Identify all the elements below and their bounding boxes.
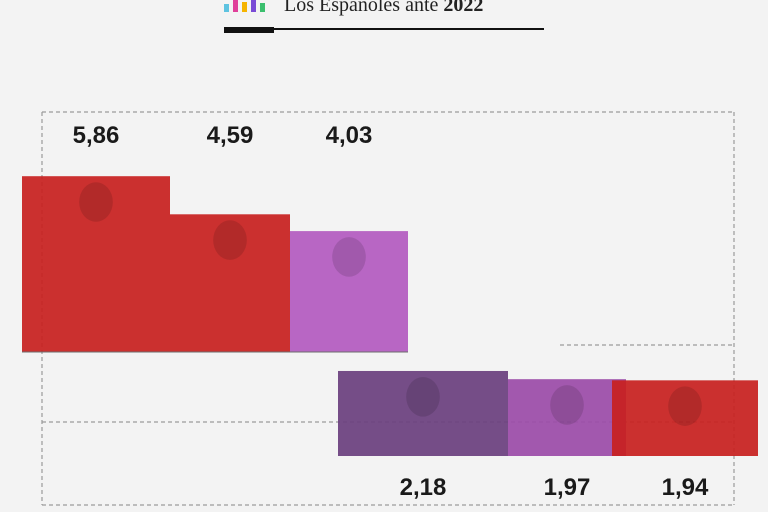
header-rule-thin bbox=[274, 28, 544, 30]
portrait-head-shape bbox=[550, 385, 584, 425]
logo-bar bbox=[224, 4, 229, 12]
value-label: 2,18 bbox=[400, 474, 447, 501]
brand-title: Los Españoles ante 2022 bbox=[284, 0, 483, 17]
brand-year: 2022 bbox=[443, 0, 484, 16]
value-label: 5,86 bbox=[73, 122, 120, 149]
page-header: Los Españoles ante 2022 bbox=[224, 0, 544, 33]
bar bbox=[290, 231, 408, 352]
brand-logo-icon bbox=[224, 0, 272, 12]
header-rule-thick bbox=[224, 27, 274, 33]
bar bbox=[170, 214, 290, 352]
bar bbox=[508, 379, 626, 456]
value-label: 4,03 bbox=[326, 122, 373, 149]
logo-bar bbox=[251, 0, 256, 12]
portrait-head-shape bbox=[668, 386, 702, 426]
logo-bar bbox=[242, 2, 247, 12]
bar bbox=[22, 176, 170, 352]
portrait-head-shape bbox=[332, 237, 366, 277]
logo-bar bbox=[233, 0, 238, 12]
portrait-head-shape bbox=[406, 376, 440, 417]
value-label: 1,94 bbox=[662, 474, 709, 501]
portrait-head-shape bbox=[213, 220, 247, 260]
logo-bar bbox=[260, 3, 265, 12]
bar bbox=[338, 370, 508, 456]
value-label: 1,97 bbox=[544, 474, 591, 501]
bar bbox=[612, 380, 758, 456]
portrait-head-shape bbox=[79, 182, 113, 222]
brand-prefix: Los Españoles ante bbox=[284, 0, 439, 16]
value-label: 4,59 bbox=[207, 122, 254, 149]
